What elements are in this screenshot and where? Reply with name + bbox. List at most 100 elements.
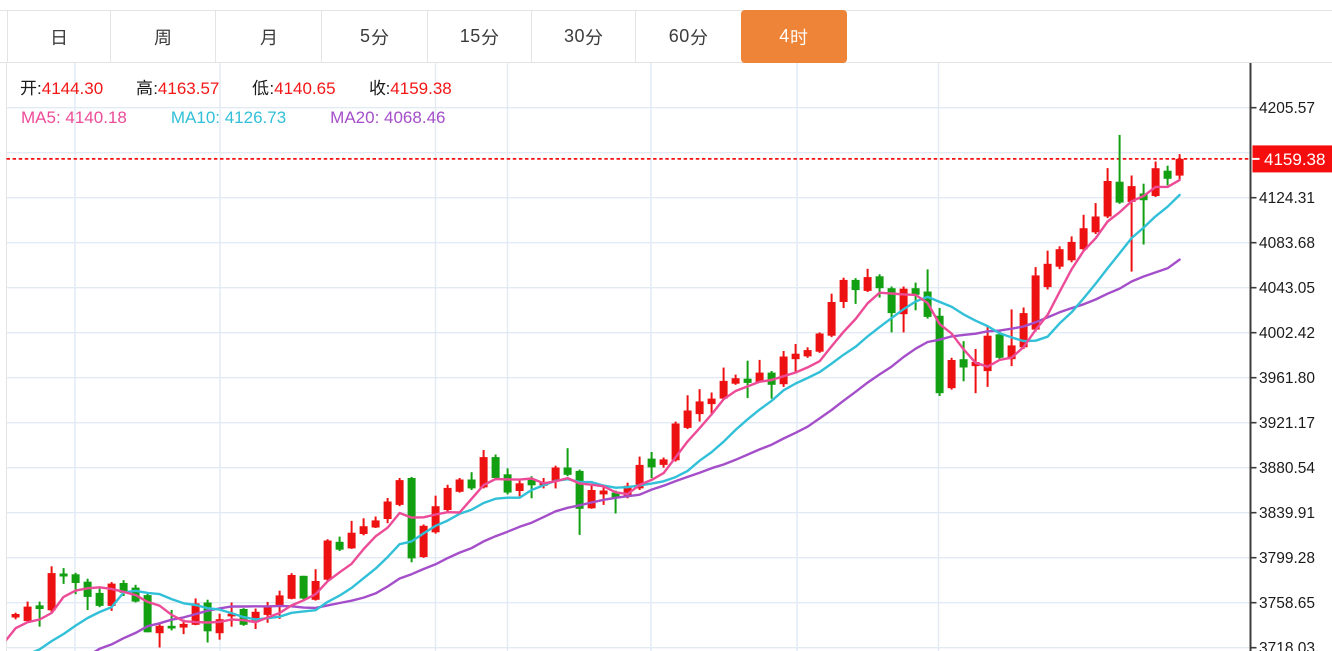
candle-body [95,592,104,606]
candle-body [431,506,440,533]
candle-body [311,581,320,600]
candle-body [515,483,524,491]
candle-body [527,478,536,486]
ohlc-item-value: 4163.57 [157,79,220,98]
candle-body [911,288,920,295]
candle-wick [758,359,761,383]
candle-body [1091,216,1100,233]
candles-layer [11,134,1184,648]
candle-body [599,490,608,495]
y-axis-label: 4124.31 [1259,190,1315,207]
ohlc-item-value: 4144.30 [41,79,104,98]
candle-body [959,359,968,368]
candle-body [1163,170,1172,179]
ohlc-legend: :4144.30: 4163.57 :4140.65 :4159.38 [20,79,452,98]
candle-body [263,605,272,615]
candle-body [35,605,44,609]
candle-body [443,487,452,511]
cjk-glyph [481,28,499,45]
candle-wick [74,572,77,595]
ohlc-item-close: :4159.38 [369,79,452,98]
ma-line-ma5 [6,178,1181,642]
candle-wick [914,282,917,311]
tab-day[interactable] [6,11,111,62]
ohlc-item-label: : [252,79,274,98]
candle-body [359,526,368,534]
candle-wick [158,623,161,648]
candle-wick [530,476,533,499]
candle-body [647,458,656,468]
y-axis-label: 3880.54 [1259,460,1315,477]
candle-wick [614,490,617,514]
candle-body [779,356,788,385]
candle-body [935,315,944,394]
candle-body [767,372,776,385]
candle-body [563,467,572,475]
candle-body [215,619,224,634]
candle-body [683,410,692,428]
candle-body [203,602,212,632]
candle-body [887,288,896,314]
candle-body [371,520,380,528]
candle-body [791,353,800,360]
ma-legend-item-ma5: MA5: 4140.18 [21,108,127,127]
candle-body [551,467,560,481]
candle-body [335,541,344,550]
candle-body [575,470,584,509]
candle-body [227,613,236,617]
ma-line-ma10 [32,193,1181,651]
candle-body [1055,249,1064,267]
cjk-glyph [20,80,37,96]
last-price-tag [1252,145,1332,173]
candle-body [23,606,32,622]
y-axis-label: 3921.17 [1259,415,1315,432]
candle-body [275,595,284,606]
ohlc-item-low: :4140.65 [252,79,336,98]
candle-wick [566,448,569,477]
candle-body [119,583,128,593]
candle-body [47,573,56,611]
candle-body [695,401,704,415]
candle-body [611,492,620,499]
tab-week[interactable] [110,11,215,62]
candle-body [1007,345,1016,360]
candle-body [983,335,992,372]
candle-body [155,625,164,634]
candle-body [11,614,20,618]
candle-body [1079,228,1088,250]
candle-wick [1118,134,1121,204]
tab-month[interactable] [215,11,321,62]
candle-body [815,333,824,352]
ohlc-item-open: :4144.30 [20,79,103,98]
candle-body [755,372,764,382]
candle-wick [1142,183,1145,245]
candle-body [1175,158,1184,176]
candle-body [1115,181,1124,203]
candle-body [1127,186,1136,202]
candle-body [995,334,1004,358]
candle-body [167,625,176,629]
candle-body [851,279,860,291]
ma-legend-item-ma10: MA10: 4126.73 [170,108,287,127]
cjk-glyph [791,28,808,45]
y-axis-label: 3718.03 [1259,640,1315,651]
candle-body [503,474,512,493]
candle-body [635,464,644,489]
candle-wick [854,278,857,304]
ma-legend: MA5: 4140.18 MA10: 4126.73 MA20: 4068.46 [21,108,445,127]
last-price-tag-tick [1252,157,1260,160]
y-axis-label: 4205.57 [1259,100,1315,117]
candle-body [395,480,404,505]
tab-5min[interactable]: 5 [321,11,427,62]
y-axis-label: 3799.28 [1259,550,1315,567]
cjk-glyph [52,29,65,45]
cjk-glyph [137,79,153,96]
tab-4hour[interactable]: 4 [740,10,847,63]
candle-body [1019,313,1028,348]
